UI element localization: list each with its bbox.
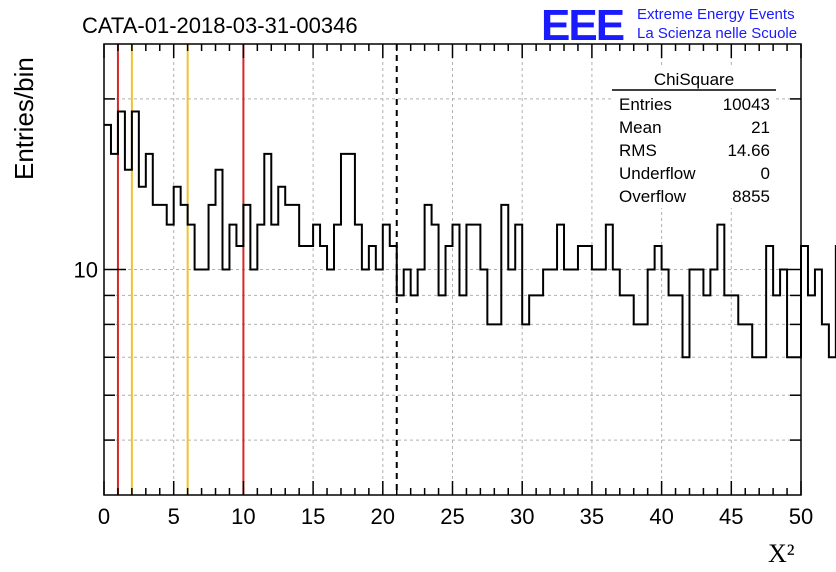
stats-rows: Entries 10043 Mean 21 RMS 14.66 Underflow 0 Over… bbox=[619, 95, 770, 206]
x-tick-label: 40 bbox=[649, 504, 673, 529]
chart-title: CATA-01-2018-03-31-00346 bbox=[82, 13, 358, 38]
x-tick-labels: 0 5 10 15 20 25 30 35 40 45 50 bbox=[98, 504, 813, 529]
x-tick-label: 30 bbox=[510, 504, 534, 529]
logo-line1: Extreme Energy Events bbox=[637, 6, 795, 23]
y-axis-label: Entries/bin bbox=[9, 57, 39, 180]
x-tick-label: 0 bbox=[98, 504, 110, 529]
x-tick-label: 20 bbox=[371, 504, 395, 529]
x-tick-label: 50 bbox=[789, 504, 813, 529]
x-tick-label: 45 bbox=[719, 504, 743, 529]
stats-value: 21 bbox=[751, 118, 770, 137]
stats-box: ChiSquare Entries 10043 Mean 21 RMS 14.66 Unde… bbox=[612, 66, 776, 208]
x-tick-label: 15 bbox=[301, 504, 325, 529]
x-tick-label: 35 bbox=[580, 504, 604, 529]
eee-logo: EEE Extreme Energy Events La Scienza nel… bbox=[541, 1, 797, 50]
stats-box-title: ChiSquare bbox=[654, 70, 734, 89]
x-tick-label: 5 bbox=[168, 504, 180, 529]
eee-logo-text: EEE bbox=[541, 1, 624, 50]
x-axis-label: X² bbox=[768, 539, 795, 568]
stats-value: 0 bbox=[761, 164, 770, 183]
stats-label: Overflow bbox=[619, 187, 687, 206]
stats-value: 14.66 bbox=[727, 141, 770, 160]
histogram-line bbox=[104, 110, 836, 359]
stats-label: Entries bbox=[619, 95, 672, 114]
stats-value: 8855 bbox=[732, 187, 770, 206]
stats-label: Mean bbox=[619, 118, 662, 137]
y-tick-label: 10 bbox=[74, 258, 98, 283]
x-tick-label: 10 bbox=[231, 504, 255, 529]
y-tick-labels: 10 bbox=[74, 258, 98, 283]
stats-label: Underflow bbox=[619, 164, 696, 183]
x-tick-label: 25 bbox=[440, 504, 464, 529]
grid bbox=[104, 44, 801, 495]
logo-line2: La Scienza nelle Scuole bbox=[637, 25, 797, 42]
stats-value: 10043 bbox=[723, 95, 770, 114]
axis-ticks bbox=[103, 44, 802, 495]
stats-label: RMS bbox=[619, 141, 657, 160]
